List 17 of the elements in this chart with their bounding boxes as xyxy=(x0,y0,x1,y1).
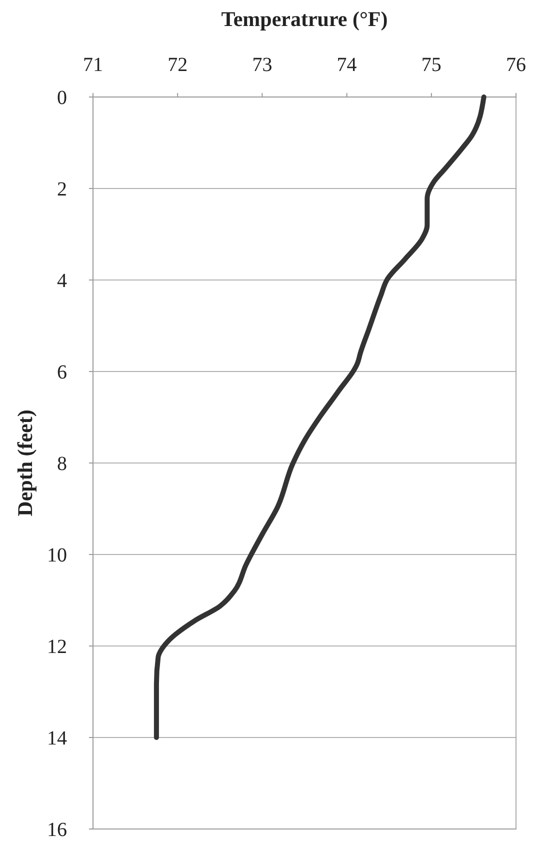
y-tick-label: 14 xyxy=(47,728,67,750)
y-tick-label: 16 xyxy=(47,819,67,841)
x-tick-label: 71 xyxy=(83,54,103,76)
x-axis-title: Temperatrure (°F) xyxy=(221,7,388,31)
y-tick-label: 2 xyxy=(57,178,67,200)
y-axis-title: Depth (feet) xyxy=(13,410,37,516)
x-tick-label: 73 xyxy=(252,54,272,76)
y-tick-label: 0 xyxy=(57,87,67,109)
x-tick-label: 76 xyxy=(506,54,526,76)
x-tick-label: 74 xyxy=(336,54,357,76)
y-tick-label: 10 xyxy=(47,544,67,566)
y-tick-label: 12 xyxy=(47,636,67,658)
y-tick-label: 6 xyxy=(57,362,67,384)
x-tick-label: 75 xyxy=(421,54,442,76)
x-tick-label: 72 xyxy=(168,54,188,76)
y-tick-label: 8 xyxy=(57,453,67,475)
y-tick-label: 4 xyxy=(57,270,67,292)
